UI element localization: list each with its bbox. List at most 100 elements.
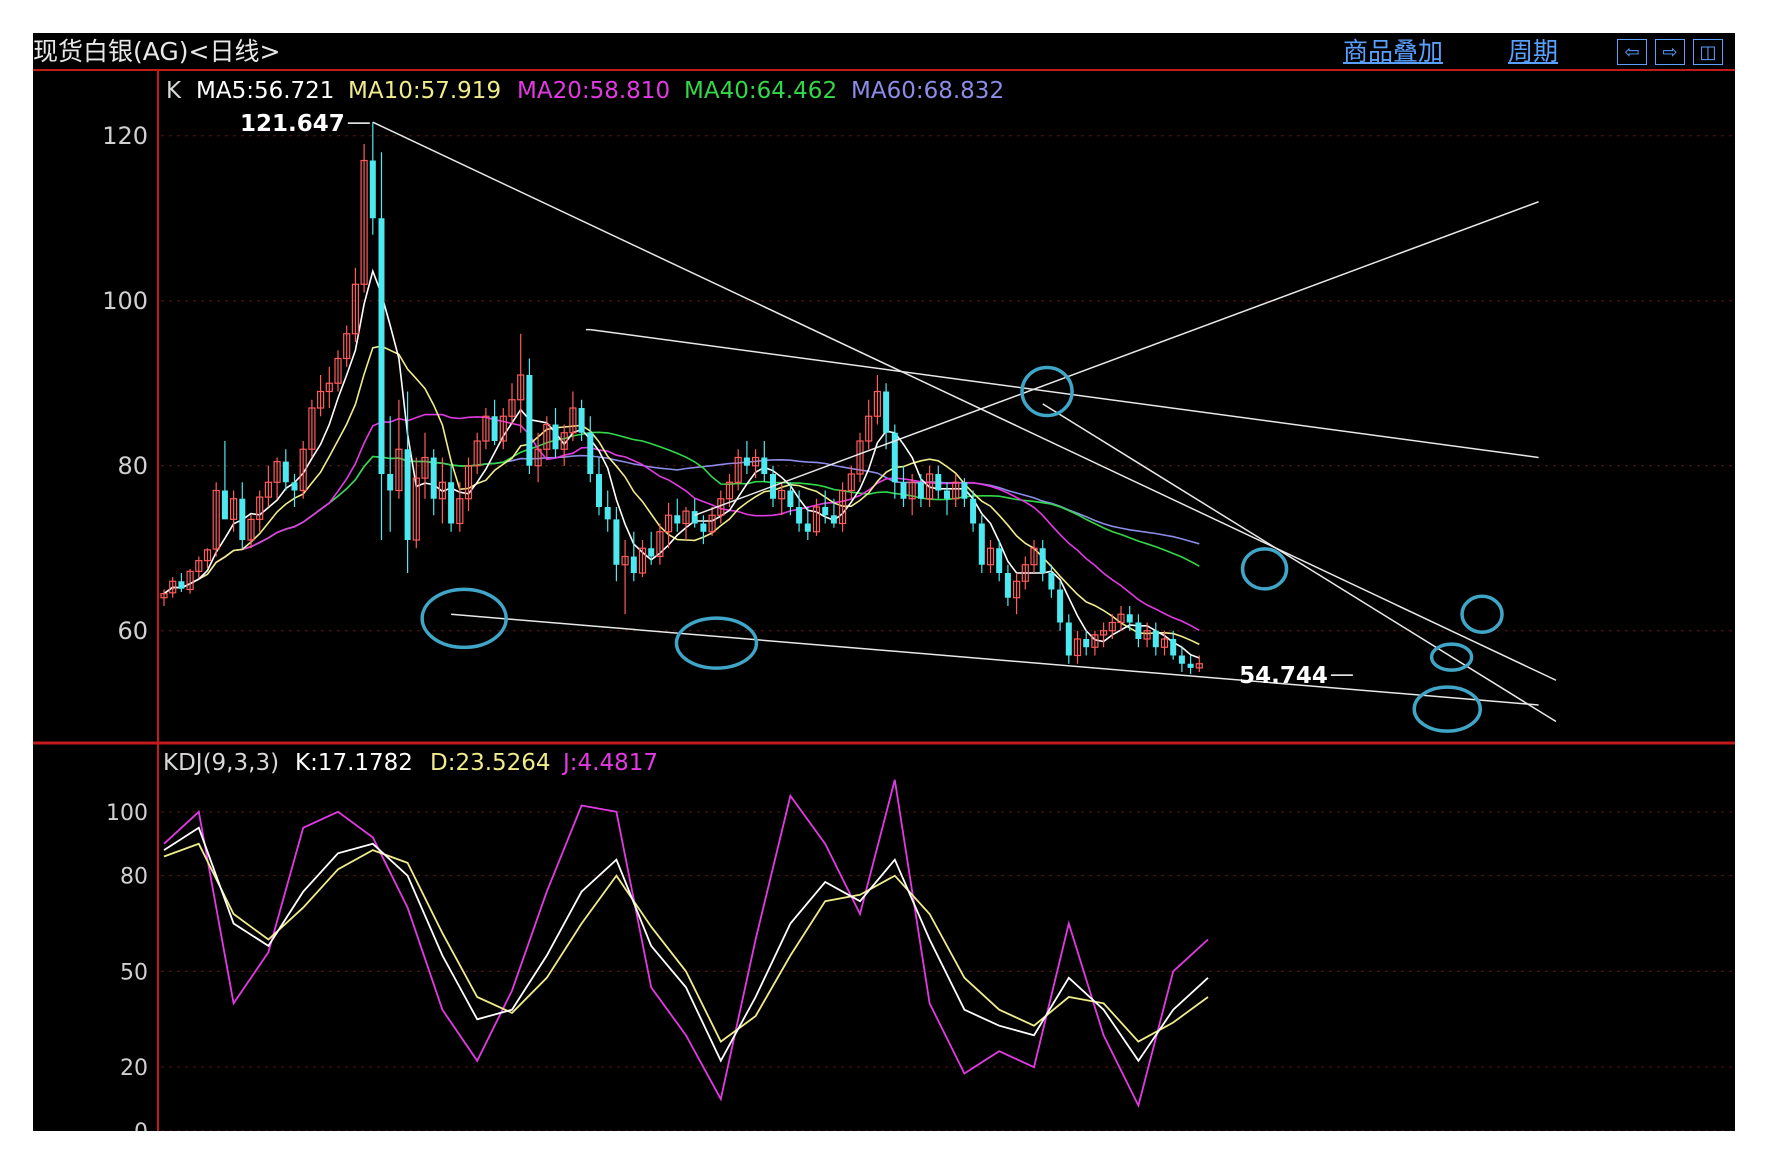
- candle-body-bull: [734, 456, 742, 483]
- split-view-icon[interactable]: ◫: [1693, 39, 1723, 65]
- candle-body-bull: [308, 407, 316, 450]
- candle-body-bull: [299, 448, 307, 492]
- highlight-circle: [1240, 547, 1289, 591]
- candle-body-bull: [1195, 663, 1203, 669]
- candle-body-bull: [360, 159, 368, 285]
- candle-body-bull: [1143, 630, 1151, 640]
- candle-body-bull: [847, 473, 855, 492]
- candle-body-bear: [491, 416, 498, 441]
- candle-body-bear: [221, 490, 228, 520]
- candle-body-bull: [264, 481, 272, 498]
- kdj-y-axis: 100 80 50 20 0: [106, 801, 148, 1131]
- candle-body-bear: [978, 523, 985, 565]
- ma10-line: [163, 345, 1200, 646]
- kdj-d-line: [163, 842, 1209, 1043]
- candle-body-bear: [1083, 639, 1090, 648]
- candle-body-bull: [569, 407, 577, 434]
- candle-body-bull: [343, 333, 351, 360]
- candle-body-bull: [682, 510, 690, 525]
- candle-body-bull: [1091, 634, 1099, 648]
- candle-body-bear: [404, 449, 411, 540]
- candle-body-bull: [160, 593, 168, 599]
- candle-body-bear: [917, 482, 924, 499]
- annotation-low-label: 54.744: [1239, 663, 1328, 689]
- period-link[interactable]: 周期: [1508, 37, 1559, 66]
- trendline-support: [451, 613, 1539, 706]
- k-y-tick-label: 80: [117, 452, 148, 480]
- candle-body-bear: [578, 408, 585, 433]
- candle-body-bull: [212, 489, 220, 550]
- candle-body-bull: [1099, 630, 1108, 636]
- candle-body-bear: [1178, 655, 1185, 664]
- trendline-rising: [694, 201, 1539, 516]
- kdj-lines: [163, 779, 1209, 1109]
- candlesticks: [160, 122, 1203, 675]
- candle-body-bear: [613, 519, 620, 565]
- candle-body-bull: [473, 440, 481, 467]
- ma40-legend: MA40:64.462: [684, 78, 837, 104]
- candle-body-bull: [1030, 547, 1038, 566]
- candle-body-bear: [743, 457, 750, 466]
- ma10-legend: MA10:57.919: [348, 78, 501, 104]
- k-y-tick-label: 100: [102, 287, 148, 315]
- ma20-legend: MA20:58.810: [517, 78, 670, 104]
- candle-body-bull: [856, 440, 864, 475]
- candle-body-bull: [1160, 638, 1169, 648]
- arrow-left-icon[interactable]: ⇦: [1617, 39, 1647, 65]
- candle-body-bull: [908, 481, 916, 500]
- commodity-overlay-link[interactable]: 商品叠加: [1343, 37, 1444, 66]
- annotation-high-label: 121.647: [240, 111, 345, 137]
- kdj-y-tick-label: 0: [134, 1120, 148, 1131]
- candle-body-bull: [708, 514, 716, 533]
- ma60-legend: MA60:68.832: [851, 78, 1004, 104]
- highlight-circles: [420, 365, 1504, 733]
- candle-body-bear: [369, 160, 376, 219]
- candle-body-bear: [691, 511, 698, 524]
- trendline-secondary-down: [590, 328, 1539, 459]
- kdj-y-tick-label: 100: [106, 801, 148, 826]
- candle-body-bull: [751, 456, 760, 467]
- candle-body-bull: [664, 514, 673, 533]
- kdj-y-tick-label: 20: [120, 1056, 148, 1081]
- candle-body-bull: [778, 489, 786, 500]
- chart-canvas: 120 100 80 60 100 80 50 20 0 K MA5:56.721 MA10:…: [33, 69, 1735, 1131]
- kdj-k-line: [163, 826, 1209, 1063]
- ma40-line: [163, 431, 1200, 595]
- title-bar: 现货白银(AG)<日线> 商品叠加 周期 ⇦ ⇨ ◫: [33, 33, 1735, 73]
- trendline-major-down: [372, 121, 1557, 681]
- candle-body-bull: [395, 448, 403, 492]
- candle-body-bull: [412, 477, 420, 541]
- arrow-right-icon[interactable]: ⇨: [1655, 39, 1685, 65]
- candle-body-bull: [865, 415, 873, 442]
- candle-body-bull: [334, 357, 342, 384]
- price-annotations: 121.647 54.744: [240, 111, 1353, 689]
- candle-body-bear: [1048, 573, 1055, 590]
- candle-body-bear: [604, 507, 611, 520]
- candle-body-bull: [186, 570, 194, 591]
- candle-body-bull: [273, 461, 281, 483]
- candle-body-bull: [230, 498, 238, 520]
- k-y-tick-label: 60: [117, 617, 148, 645]
- kdj-j-legend: J:4.4817: [561, 750, 658, 776]
- candle-body-bear: [526, 375, 533, 466]
- ma20-line: [163, 413, 1200, 631]
- candle-body-bear: [996, 548, 1003, 573]
- candle-body-bear: [291, 482, 298, 491]
- kdj-d-legend: D:23.5264: [430, 750, 551, 776]
- highlight-circle: [420, 587, 508, 650]
- candle-body-bull: [1012, 580, 1021, 599]
- ma5-legend: MA5:56.721: [196, 78, 334, 104]
- candle-body-bear: [630, 556, 637, 573]
- ma5-line: [163, 268, 1200, 659]
- candle-body-bear: [1126, 614, 1133, 623]
- candle-body-bear: [961, 482, 968, 499]
- candle-body-bull: [499, 415, 507, 442]
- candle-body-bear: [282, 461, 289, 483]
- candle-body-bull: [517, 374, 525, 401]
- candle-body-bear: [804, 523, 811, 532]
- candle-body-bear: [596, 474, 602, 507]
- candle-body-bear: [822, 507, 829, 516]
- candle-body-bear: [891, 432, 898, 483]
- highlight-circle: [1412, 685, 1482, 733]
- highlight-circle: [1429, 642, 1474, 672]
